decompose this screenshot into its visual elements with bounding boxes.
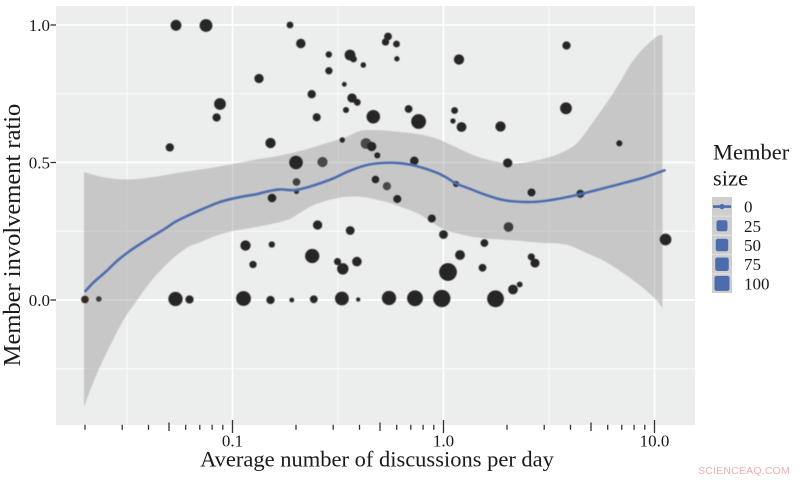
svg-text:SCIENCEAQ.COM: SCIENCEAQ.COM xyxy=(698,465,790,477)
svg-text:75: 75 xyxy=(744,255,761,274)
svg-text:1.0: 1.0 xyxy=(29,16,50,35)
svg-text:0.0: 0.0 xyxy=(29,291,50,310)
svg-text:10.0: 10.0 xyxy=(640,432,670,451)
svg-text:0.5: 0.5 xyxy=(29,154,50,173)
svg-text:50: 50 xyxy=(744,236,761,255)
svg-text:100: 100 xyxy=(744,274,770,293)
svg-text:0: 0 xyxy=(744,198,753,217)
svg-text:1.0: 1.0 xyxy=(433,432,454,451)
svg-text:Member involvement ratio: Member involvement ratio xyxy=(0,104,26,367)
svg-text:Average number of discussions: Average number of discussions per day xyxy=(200,447,555,472)
svg-text:size: size xyxy=(713,166,748,191)
svg-text:0.1: 0.1 xyxy=(222,432,243,451)
svg-text:Member: Member xyxy=(713,140,790,165)
svg-text:25: 25 xyxy=(744,217,761,236)
